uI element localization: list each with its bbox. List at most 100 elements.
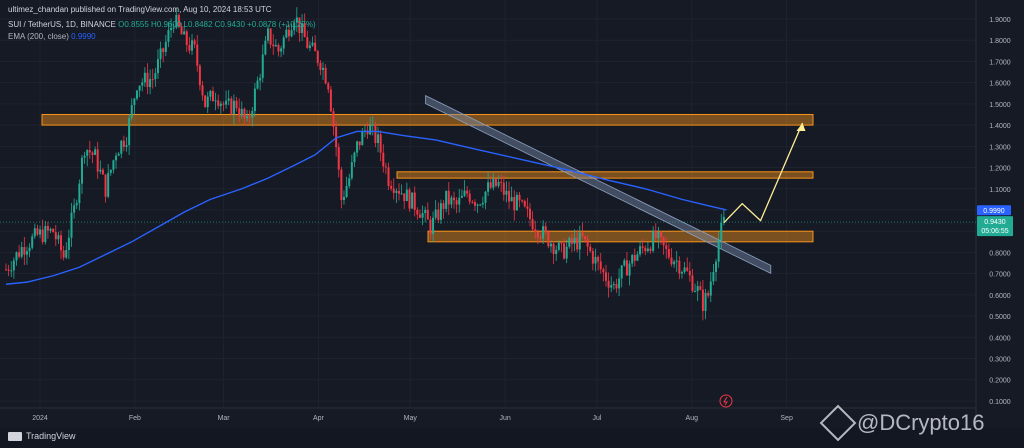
candle-body: [356, 141, 359, 153]
tradingview-logo[interactable]: TradingView: [8, 431, 76, 441]
candle-body: [128, 117, 131, 146]
time-tick-label: 2024: [32, 415, 48, 422]
candle-body: [526, 206, 529, 209]
candle-body: [584, 236, 587, 240]
candle-body: [170, 28, 173, 31]
candle-body: [492, 178, 495, 188]
candle-body: [120, 140, 123, 154]
symbol-name[interactable]: SUI / TetherUS, 1D, BINANCE: [8, 20, 116, 29]
candle-body: [639, 246, 642, 255]
brand-label: TradingView: [26, 431, 76, 441]
candle-body: [408, 189, 411, 209]
candle-body: [141, 82, 144, 86]
candle-body: [531, 219, 534, 230]
binance-icon: [819, 404, 857, 442]
candle-body: [675, 260, 678, 262]
candle-body: [115, 155, 118, 161]
candle-body: [83, 155, 86, 158]
candle-series: [5, 7, 725, 321]
candle-body: [332, 111, 335, 127]
time-axis[interactable]: 2024 Feb Mar Apr May Jun Jul Aug Sep: [0, 407, 976, 422]
candle-body: [458, 197, 461, 205]
candle-body: [450, 197, 453, 205]
candle-body: [453, 197, 456, 201]
candle-body: [662, 237, 665, 246]
candle-body: [508, 190, 511, 202]
candle-body: [434, 209, 437, 218]
sr-zone: [427, 230, 814, 243]
candle-body: [358, 141, 361, 146]
candle-body: [25, 251, 28, 255]
ema-legend[interactable]: EMA (200, close) 0.9990: [8, 32, 96, 41]
candle-body: [460, 195, 463, 198]
candle-body: [570, 238, 573, 244]
candle-body: [350, 162, 353, 179]
candle-body: [280, 48, 283, 52]
candle-body: [484, 191, 487, 203]
candle-body: [418, 214, 421, 218]
candle-body: [432, 217, 435, 235]
candle-body: [694, 290, 697, 292]
candle-body: [183, 31, 186, 35]
ohlc-values: O0.8555 H0.9600 L0.8482 C0.9430 +0.0878 …: [118, 20, 316, 29]
candle-body: [230, 98, 233, 114]
time-tick-label: Feb: [129, 415, 141, 422]
candle-body: [707, 292, 710, 296]
candle-body: [722, 216, 725, 223]
candle-body: [94, 149, 97, 155]
candle-body: [154, 73, 157, 80]
candle-body: [479, 204, 482, 206]
candle-body: [618, 278, 621, 289]
downtrend-channel: [425, 94, 772, 275]
time-tick-label: Jul: [592, 415, 601, 422]
candle-body: [162, 48, 165, 52]
time-tick-label: Jun: [499, 415, 510, 422]
candle-body: [33, 228, 36, 237]
candle-body: [259, 77, 262, 81]
price-tick-label: 0.8000: [989, 250, 1011, 257]
lightning-icon[interactable]: [719, 394, 733, 408]
candle-body: [133, 98, 136, 106]
candle-body: [104, 174, 107, 197]
watermark-text: @DCrypto16: [857, 410, 985, 435]
candle-body: [715, 261, 718, 273]
candle-body: [15, 252, 18, 261]
price-tick-label: 0.5000: [989, 314, 1011, 321]
time-tick-label: May: [404, 415, 418, 422]
candle-body: [57, 235, 60, 240]
candle-body: [227, 98, 230, 101]
candle-body: [549, 243, 552, 247]
candle-body: [447, 190, 450, 205]
candle-body: [272, 44, 275, 47]
candle-body: [70, 212, 73, 238]
candle-body: [73, 205, 76, 213]
candle-body: [172, 27, 175, 29]
price-tick-label: 0.1000: [989, 399, 1011, 406]
candle-body: [369, 125, 372, 135]
candle-body: [654, 230, 657, 239]
candle-body: [319, 62, 322, 70]
candle-body: [240, 108, 243, 116]
ema-price-badge: [977, 205, 1011, 216]
candle-body: [686, 267, 689, 271]
candle-body: [193, 40, 196, 45]
trend-channel-band: [425, 94, 772, 275]
candle-body: [366, 130, 369, 135]
candle-body: [413, 192, 416, 210]
candle-body: [80, 157, 83, 184]
candle-body: [620, 265, 623, 279]
candle-body: [594, 256, 597, 264]
candle-body: [371, 124, 374, 126]
candle-body: [612, 284, 615, 286]
candle-body: [293, 22, 296, 31]
candle-body: [78, 183, 81, 204]
candle-body: [649, 248, 652, 251]
footer-bar: [0, 428, 1024, 448]
candle-body: [400, 193, 403, 195]
candle-body: [65, 250, 68, 258]
candle-body: [253, 88, 256, 112]
candle-body: [688, 270, 691, 276]
candle-body: [101, 169, 104, 175]
candle-body: [628, 263, 631, 276]
